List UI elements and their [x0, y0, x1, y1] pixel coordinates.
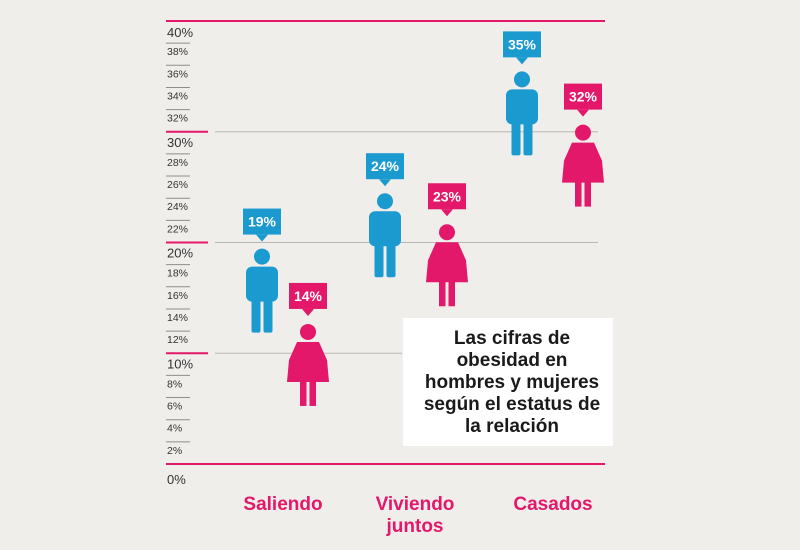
title-line: la relación	[465, 416, 559, 437]
female-head	[439, 224, 455, 241]
male-head	[254, 248, 270, 265]
minor-tick-label: 24%	[167, 201, 188, 213]
y-axis: 0% 10% 20% 30% 40% 2% 4% 6% 8% 12% 14% 16% 18% 22% 24%…	[166, 25, 208, 487]
category-label: Casados	[513, 494, 592, 515]
badge-pointer	[302, 308, 314, 316]
female-leg	[575, 180, 582, 207]
badge-box	[366, 153, 404, 180]
major-tick-label: 10%	[167, 356, 193, 371]
male-leg	[386, 239, 396, 278]
badge-pointer	[379, 179, 391, 187]
gridlines	[166, 20, 605, 465]
male-figure	[369, 193, 401, 278]
minor-tick-label: 6%	[167, 401, 182, 413]
minor-tick-label: 8%	[167, 378, 182, 390]
minor-tick-label: 14%	[167, 312, 188, 324]
female-dress	[426, 242, 468, 283]
value-badge: 35%	[503, 31, 541, 65]
badge-pointer	[577, 109, 589, 117]
title-line: hombres y mujeres	[425, 372, 599, 393]
value-badges: 19% 24% 35% 14% 23% 32%	[243, 31, 602, 316]
badge-box	[428, 183, 466, 210]
title-line: Las cifras de	[454, 328, 570, 349]
value-badge: 23%	[428, 183, 466, 217]
female-figure	[562, 124, 604, 207]
male-leg	[251, 294, 261, 333]
major-tick-label: 0%	[167, 472, 186, 487]
badge-pointer	[441, 209, 453, 217]
category-label-line: Saliendo	[243, 494, 322, 515]
minor-tick-label: 36%	[167, 68, 188, 80]
category-label: Viviendo juntos	[376, 494, 455, 537]
female-head	[300, 323, 316, 340]
female-leg	[439, 280, 446, 307]
major-tick-label: 20%	[167, 246, 193, 261]
male-torso	[246, 266, 278, 302]
major-tick-label: 40%	[167, 25, 193, 40]
badge-box	[289, 282, 327, 309]
badge-label: 14%	[294, 288, 323, 304]
female-dress	[287, 341, 329, 382]
title-line: según el estatus de	[424, 394, 600, 415]
male-head	[377, 193, 393, 210]
female-leg	[584, 180, 591, 207]
female-leg	[309, 379, 316, 406]
major-tick-label: 30%	[167, 135, 193, 150]
minor-tick-label: 26%	[167, 179, 188, 191]
badge-box	[564, 83, 602, 110]
male-leg	[374, 239, 384, 278]
male-leg	[523, 117, 533, 156]
category-label-line: juntos	[386, 516, 444, 537]
title-box	[403, 318, 613, 446]
minor-tick-label: 34%	[167, 90, 188, 102]
male-figure	[506, 71, 538, 156]
badge-box	[503, 31, 541, 58]
minor-tick-label: 2%	[167, 445, 182, 457]
minor-tick-label: 32%	[167, 113, 188, 125]
category-label-line: Viviendo	[376, 494, 455, 515]
minor-tick-label: 16%	[167, 290, 188, 302]
value-badge: 24%	[366, 153, 404, 187]
badge-pointer	[256, 234, 268, 242]
female-head	[575, 124, 591, 141]
female-figure	[287, 323, 329, 406]
female-figure	[426, 224, 468, 307]
category-label: Saliendo	[243, 494, 322, 515]
male-leg	[511, 117, 521, 156]
minor-tick-label: 18%	[167, 268, 188, 280]
badge-pointer	[516, 57, 528, 65]
male-head	[514, 71, 530, 88]
minor-tick-label: 38%	[167, 46, 188, 58]
male-leg	[263, 294, 273, 333]
category-label-line: Casados	[513, 494, 592, 515]
value-badge: 14%	[289, 282, 327, 316]
figures	[246, 71, 604, 406]
badge-label: 32%	[569, 89, 598, 105]
male-torso	[369, 211, 401, 247]
minor-tick-label: 12%	[167, 334, 188, 346]
female-dress	[562, 142, 604, 183]
minor-tick-label: 4%	[167, 423, 182, 435]
category-labels: Saliendo Viviendo juntos Casados	[243, 494, 592, 537]
female-leg	[448, 280, 455, 307]
minor-tick-label: 22%	[167, 223, 188, 235]
male-figure	[246, 248, 278, 333]
male-torso	[506, 89, 538, 125]
badge-label: 19%	[248, 214, 277, 230]
value-badge: 19%	[243, 208, 281, 242]
female-leg	[300, 379, 307, 406]
badge-label: 24%	[371, 158, 400, 174]
value-badge: 32%	[564, 83, 602, 117]
title-line: obesidad en	[457, 350, 568, 371]
badge-label: 35%	[508, 36, 537, 52]
badge-box	[243, 208, 281, 235]
minor-tick-label: 28%	[167, 157, 188, 169]
badge-label: 23%	[433, 188, 462, 204]
